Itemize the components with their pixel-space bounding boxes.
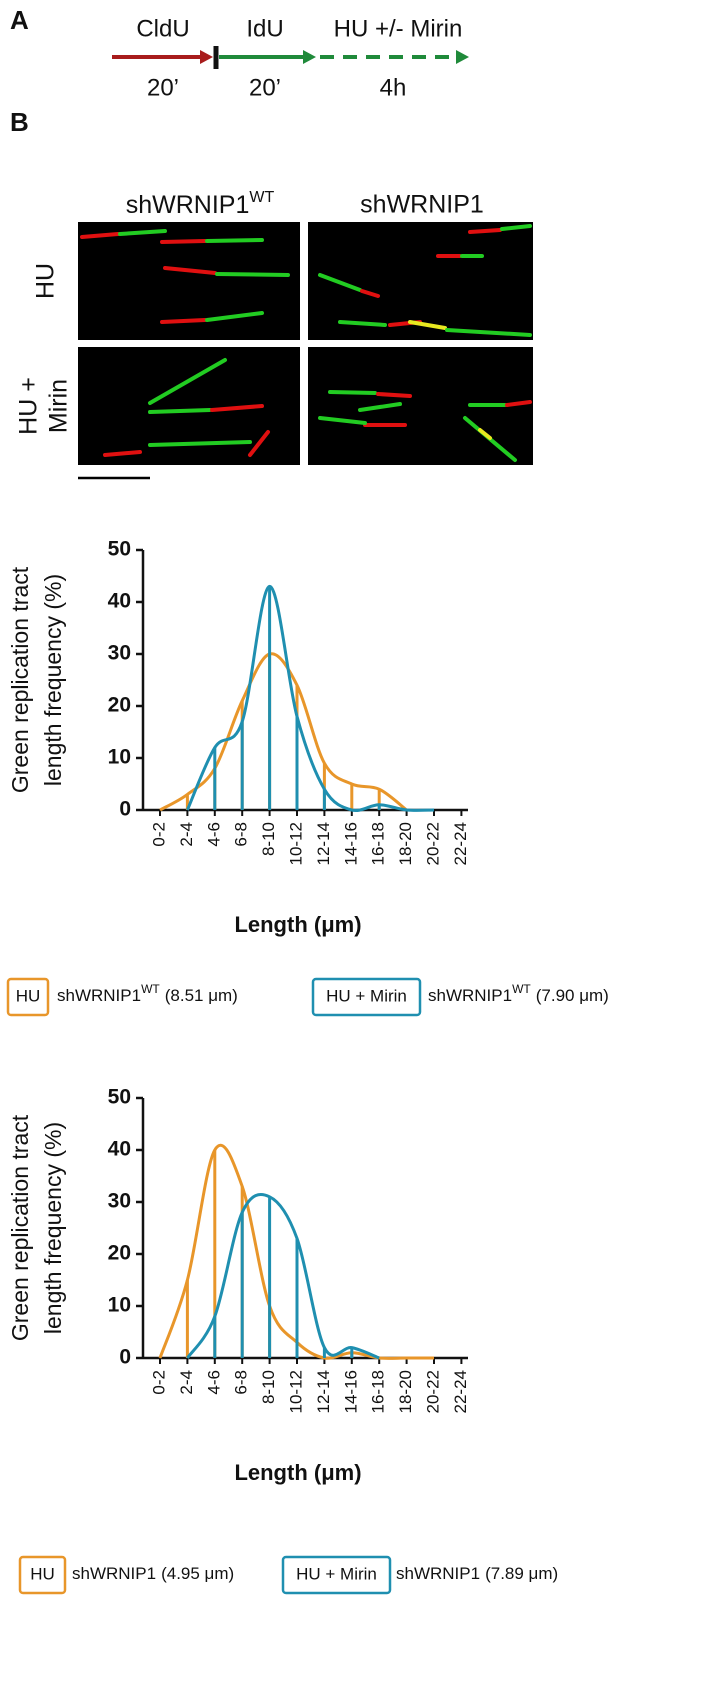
legend-value: (4.95 μm) — [161, 1564, 234, 1583]
x-tick-label: 0-2 — [149, 822, 168, 847]
x-tick-label: 2-4 — [177, 1370, 196, 1395]
legend-text: shWRNIP1 (7.89 μm) — [396, 1564, 558, 1583]
x-tick-label: 14-16 — [341, 822, 360, 865]
legend-main: shWRNIP1 — [396, 1564, 480, 1583]
x-tick-label: 4-6 — [204, 1370, 223, 1395]
y-tick-label: 40 — [108, 1138, 131, 1161]
y-tick-label: 20 — [108, 1242, 131, 1265]
legend-text: shWRNIP1WT (7.90 μm) — [428, 982, 609, 1005]
step-name: IdU — [246, 15, 283, 42]
y-tick-label: 50 — [108, 1086, 131, 1109]
x-tick-label: 18-20 — [396, 822, 415, 865]
x-tick-label: 22-24 — [451, 822, 470, 865]
x-tick-label: 6-8 — [232, 1370, 251, 1395]
column-label: shWRNIP1 — [360, 191, 484, 219]
legend-value: (7.89 μm) — [485, 1564, 558, 1583]
x-tick-label: 16-18 — [369, 822, 388, 865]
x-tick-label: 22-24 — [451, 1370, 470, 1413]
series-curve — [158, 1143, 434, 1360]
x-tick-label: 20-22 — [423, 1370, 442, 1413]
y-axis-label: length frequency (%) — [40, 574, 66, 786]
column-superscript: WT — [249, 189, 274, 206]
x-tick-label: 2-4 — [177, 822, 196, 847]
x-axis-label: Length (μm) — [234, 912, 361, 937]
legend-superscript: WT — [141, 982, 160, 996]
legend-name: HU — [30, 1564, 55, 1583]
y-axis-label: Green replication tract — [7, 1114, 33, 1341]
y-tick-label: 50 — [108, 538, 131, 561]
legend-box — [6, 977, 50, 1017]
row-label: Mirin — [45, 379, 73, 433]
step-name: CldU — [136, 15, 189, 42]
x-tick-label: 20-22 — [423, 822, 442, 865]
x-tick-label: 8-10 — [259, 822, 278, 856]
schematic-arrows — [112, 46, 469, 69]
y-tick-label: 30 — [108, 642, 131, 665]
legend-main: shWRNIP1 — [57, 986, 141, 1005]
legend-name: HU + Mirin — [326, 986, 407, 1005]
micrograph — [308, 222, 533, 340]
x-tick-label: 10-12 — [286, 1370, 305, 1413]
y-tick-label: 0 — [119, 798, 131, 821]
y-axis-label: length frequency (%) — [40, 1122, 66, 1334]
panel-label: B — [10, 107, 29, 137]
y-tick-label: 30 — [108, 1190, 131, 1213]
y-tick-label: 0 — [119, 1346, 131, 1369]
micrograph — [308, 347, 533, 465]
x-tick-label: 12-14 — [314, 822, 333, 865]
y-tick-label: 10 — [108, 746, 131, 769]
legend-text: shWRNIP1WT (8.51 μm) — [57, 982, 238, 1005]
legend-superscript: WT — [512, 982, 531, 996]
step-duration: 4h — [380, 74, 407, 101]
x-tick-label: 10-12 — [286, 822, 305, 865]
column-name: shWRNIP1 — [126, 191, 250, 219]
micrograph — [78, 347, 300, 465]
y-axis-label: Green replication tract — [7, 566, 33, 793]
x-tick-label: 6-8 — [232, 822, 251, 847]
legend-box — [311, 977, 422, 1017]
micrograph — [78, 222, 300, 340]
series-curve — [186, 584, 435, 813]
step-duration: 20’ — [147, 74, 179, 101]
x-tick-label: 18-20 — [396, 1370, 415, 1413]
panel-label: A — [10, 5, 29, 35]
legend-name: HU — [16, 986, 41, 1005]
row-label: HU + — [15, 377, 43, 435]
x-tick-label: 16-18 — [369, 1370, 388, 1413]
y-tick-label: 40 — [108, 590, 131, 613]
legend-name: HU + Mirin — [296, 1564, 377, 1583]
x-tick-label: 8-10 — [259, 1370, 278, 1404]
legend-text: shWRNIP1 (4.95 μm) — [72, 1564, 234, 1583]
y-tick-label: 10 — [108, 1294, 131, 1317]
x-tick-label: 0-2 — [149, 1370, 168, 1395]
column-label: shWRNIP1WT — [126, 189, 275, 219]
legend-main: shWRNIP1 — [72, 1564, 156, 1583]
y-tick-label: 20 — [108, 694, 131, 717]
legend-box — [18, 1555, 67, 1595]
row-label: HU — [32, 263, 60, 299]
x-tick-label: 14-16 — [341, 1370, 360, 1413]
series-curve — [186, 1193, 380, 1360]
step-duration: 20’ — [249, 74, 281, 101]
legend-box — [281, 1555, 392, 1595]
legend-main: shWRNIP1 — [428, 986, 512, 1005]
series-curve — [159, 652, 408, 812]
x-tick-label: 12-14 — [314, 1370, 333, 1413]
x-tick-label: 4-6 — [204, 822, 223, 847]
legend-value: (7.90 μm) — [536, 986, 609, 1005]
step-name: HU +/- Mirin — [334, 15, 463, 42]
x-axis-label: Length (μm) — [234, 1460, 361, 1485]
legend-value: (8.51 μm) — [165, 986, 238, 1005]
